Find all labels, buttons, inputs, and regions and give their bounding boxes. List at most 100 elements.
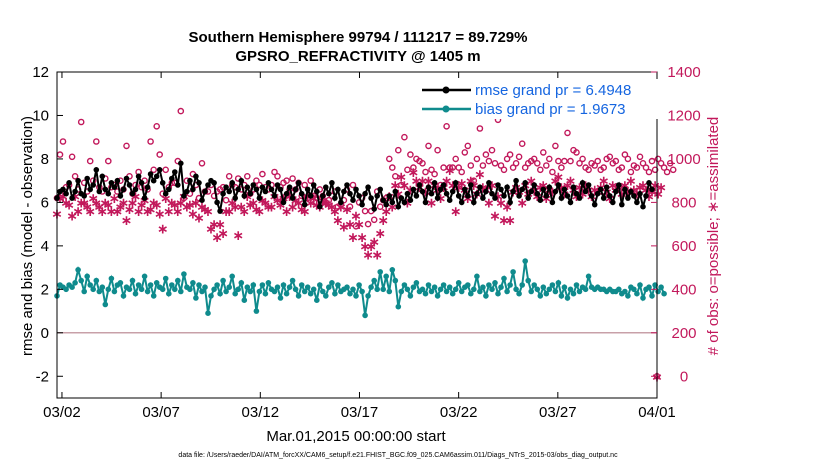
obs-possible-marker [470,177,478,184]
rmse-marker [232,195,238,201]
rmse-marker [513,177,519,184]
bias-marker [87,282,93,288]
obs-assimilated-marker: ∗ [299,204,311,220]
obs-possible-marker [612,157,620,165]
bias-marker [380,286,387,293]
obs-assimilated-marker: ∗ [386,200,398,216]
bias-marker [202,284,208,291]
bias-marker [498,284,504,291]
bias-marker [335,282,341,288]
obs-possible-marker [410,164,417,171]
rmse-marker [594,190,601,197]
rmse-marker [129,190,136,197]
obs-assimilated-marker: ∗ [395,169,407,185]
rmse-marker [622,186,628,193]
obs-assimilated-marker: ∗ [353,217,365,233]
rmse-marker [522,180,528,186]
rmse-marker [166,186,172,193]
obs-possible-marker [458,168,466,176]
bias-marker [640,295,646,301]
bias-marker [132,290,139,297]
rmse-marker [440,182,447,188]
rmse-marker [226,188,232,195]
bias-marker [289,277,296,284]
y-right-tick-label: 1000 [667,151,700,168]
obs-assimilated-marker: ∗ [356,230,368,246]
legend: rmse grand pr = 6.4948 bias grand pr = 1… [416,79,660,119]
obs-assimilated-marker: ∗ [408,165,420,181]
obs-assimilated-marker: ∗ [257,193,269,209]
legend-rmse-marker [442,86,450,94]
rmse-marker [250,182,257,188]
obs-assimilated-marker: ∗ [308,191,320,207]
rmse-marker [350,197,356,203]
bias-marker [634,290,640,297]
obs-assimilated-marker: ∗ [199,202,211,218]
obs-assimilated-marker: ∗ [559,187,571,203]
rmse-marker [292,186,299,193]
rmse-marker [558,195,565,201]
obs-possible-marker [307,177,315,184]
bias-marker [434,293,441,299]
obs-assimilated-marker: ∗ [217,226,229,242]
rmse-marker [570,184,577,190]
bias-marker [389,267,396,273]
rmse-marker [371,206,378,212]
rmse-marker [492,195,498,201]
bias-marker [262,290,269,297]
obs-assimilated-marker: ∗ [69,189,81,205]
obs-possible-marker [449,164,457,171]
obs-possible-marker [397,181,405,189]
obs-assimilated-marker: ∗ [118,195,130,211]
bias-marker [211,286,217,293]
bias-marker [465,282,471,288]
obs-possible-marker [540,149,547,156]
obs-possible-marker [431,170,438,178]
obs-assimilated-marker: ∗ [142,204,154,220]
obs-assimilated-marker: ∗ [347,230,359,246]
rmse-marker [576,195,583,201]
obs-assimilated-marker: ∗ [175,195,187,211]
bias-marker [422,290,429,297]
bias-marker [241,297,248,304]
legend-rmse-label: rmse grand pr = 6.4948 [475,82,631,99]
obs-possible-marker [503,155,511,163]
rmse-marker [341,188,347,195]
bias-marker [205,310,211,317]
obs-assimilated-marker: ∗ [169,198,181,214]
obs-possible-marker [660,164,668,171]
obs-assimilated-marker: ∗ [202,204,214,220]
obs-possible-marker [500,166,508,174]
obs-assimilated-marker: ∗ [284,189,296,205]
rmse-marker [205,182,211,188]
rmse-marker [407,197,414,203]
obs-possible-marker [645,168,653,176]
obs-possible-marker [567,157,574,165]
bias-marker [314,297,320,304]
obs-possible-marker [485,157,493,165]
rmse-marker [307,193,314,199]
obs-assimilated-marker: ∗ [96,204,108,220]
rmse-marker [646,180,652,186]
obs-possible-marker [198,159,206,167]
obs-assimilated-marker: ∗ [423,174,435,190]
obs-assimilated-marker: ∗ [247,195,259,211]
bias-marker [63,286,69,293]
bias-marker [277,295,284,301]
rmse-marker [591,201,598,208]
rmse-marker [567,199,574,206]
rmse-marker [425,184,432,190]
obs-possible-marker [150,166,157,174]
bias-marker [193,295,199,301]
obs-assimilated-marker: ∗ [311,198,323,214]
obs-possible-marker [419,159,426,167]
rmse-marker [102,186,109,193]
obs-possible-marker [56,151,64,158]
obs-assimilated-marker: ∗ [571,189,583,205]
bias-marker [144,288,151,295]
bias-marker [271,288,278,295]
bias-marker [480,284,486,291]
rmse-marker [516,193,522,199]
obs-assimilated-marker: ∗ [604,191,616,207]
bias-marker [474,273,480,280]
